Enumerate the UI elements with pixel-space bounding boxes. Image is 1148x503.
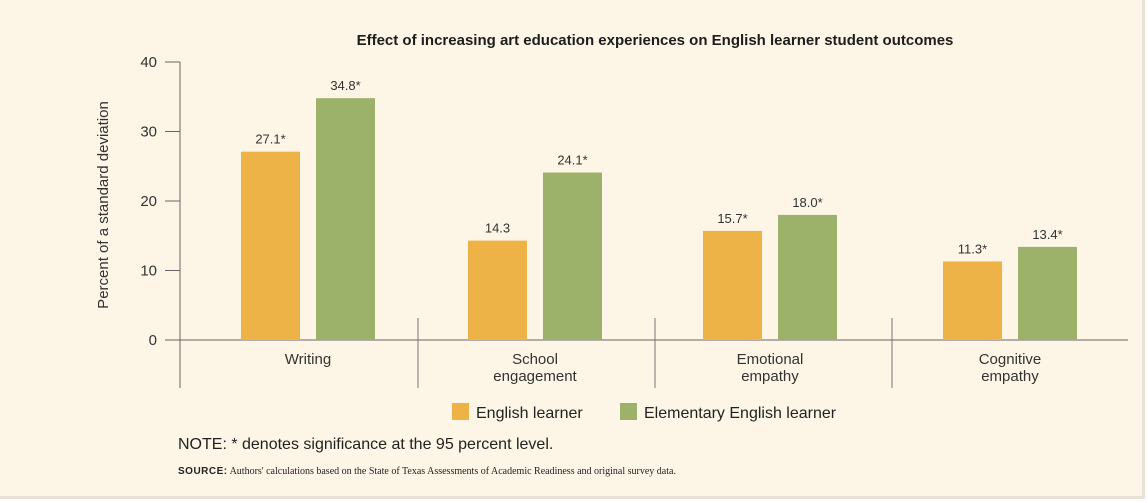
bar bbox=[1018, 246, 1077, 340]
y-tick-label: 30 bbox=[140, 124, 157, 141]
legend-swatch bbox=[620, 403, 637, 420]
x-category-label: engagement bbox=[493, 368, 577, 385]
data-label: 34.8* bbox=[330, 78, 360, 93]
x-category-label: School bbox=[512, 351, 558, 368]
data-label: 27.1* bbox=[255, 132, 285, 147]
source-text: SOURCE: Authors' calculations based on t… bbox=[178, 466, 676, 477]
legend-swatch bbox=[452, 403, 469, 420]
source-label: SOURCE: bbox=[178, 466, 228, 477]
x-category-label: Cognitive bbox=[979, 351, 1042, 368]
note-text: NOTE: * denotes significance at the 95 p… bbox=[178, 436, 554, 453]
bar bbox=[241, 151, 300, 340]
bar bbox=[543, 172, 602, 340]
x-category-label: Emotional bbox=[737, 351, 804, 368]
data-label: 24.1* bbox=[557, 153, 587, 168]
x-category-label: empathy bbox=[741, 368, 799, 385]
y-tick-label: 0 bbox=[149, 332, 157, 349]
data-label: 14.3 bbox=[485, 221, 510, 236]
legend-label: English learner bbox=[476, 405, 583, 422]
bar bbox=[778, 214, 837, 340]
source-body: Authors' calculations based on the State… bbox=[229, 466, 676, 477]
data-label: 11.3* bbox=[958, 241, 987, 256]
data-label: 15.7* bbox=[717, 211, 747, 226]
y-axis-label: Percent of a standard deviation bbox=[95, 101, 112, 309]
data-label: 18.0* bbox=[792, 195, 822, 210]
bar bbox=[468, 240, 527, 340]
x-category-label: Writing bbox=[285, 351, 331, 368]
bar bbox=[316, 98, 375, 340]
bar bbox=[703, 230, 762, 340]
x-category-label: empathy bbox=[981, 368, 1039, 385]
y-tick-label: 40 bbox=[140, 54, 157, 71]
legend: English learner Elementary English learne… bbox=[452, 403, 837, 422]
y-tick-label: 20 bbox=[140, 193, 157, 210]
bar bbox=[943, 261, 1002, 340]
bars: 27.1* 34.8* 14.3 24.1* 15.7* 18.0* 11.3* 13.4* bbox=[241, 78, 1077, 340]
chart-title: Effect of increasing art education exper… bbox=[357, 32, 954, 49]
data-label: 13.4* bbox=[1032, 227, 1062, 242]
y-tick-label: 10 bbox=[140, 263, 157, 280]
legend-label: Elementary English learner bbox=[644, 405, 837, 422]
